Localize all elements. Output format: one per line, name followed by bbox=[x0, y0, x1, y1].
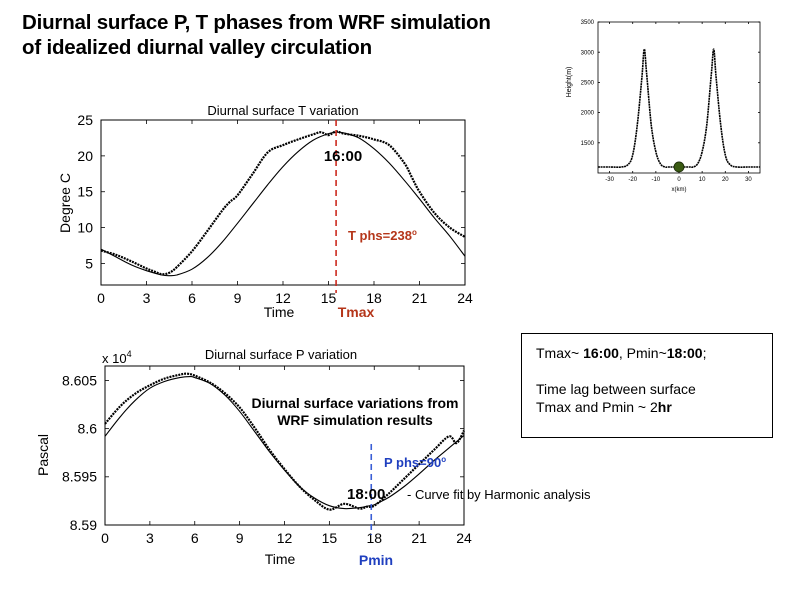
p-x-tick-label: 6 bbox=[191, 530, 199, 546]
slide-title: Diurnal surface P, T phases from WRF sim… bbox=[22, 10, 491, 60]
temperature-chart: Diurnal surface T variation 0 3 6 9 12 15 18 21… bbox=[57, 103, 473, 320]
sim-annotation-line1: Diurnal surface variations from bbox=[252, 395, 459, 411]
h-x-tick-label: 0 bbox=[677, 177, 681, 183]
t-x-tick-label: 21 bbox=[412, 290, 428, 306]
p-y-tick-label: 8.605 bbox=[62, 372, 97, 388]
terrain-profile-line bbox=[598, 48, 760, 169]
t-y-tick-label: 25 bbox=[77, 112, 93, 128]
h-y-tick-label: 2000 bbox=[581, 111, 595, 117]
t-y-tick-label: 5 bbox=[85, 255, 93, 271]
t-x-tick-label: 0 bbox=[97, 290, 105, 306]
summary-line3: Tmax and Pmin ~ 2hr bbox=[536, 399, 672, 415]
p-x-tick-label: 0 bbox=[101, 530, 109, 546]
t-x-tick-label: 15 bbox=[321, 290, 337, 306]
t-x-tick-label: 3 bbox=[143, 290, 151, 306]
summary-line2: Time lag between surface bbox=[536, 381, 696, 397]
harmonic-fit-label: - Curve fit by Harmonic analysis bbox=[407, 487, 591, 502]
pressure-y-tick-labels: 8.59 8.595 8.6 8.605 bbox=[62, 372, 97, 533]
summary-line1: Tmax~ 16:00, Pmin~18:00; bbox=[536, 345, 707, 361]
t-x-tick-label: 18 bbox=[366, 290, 382, 306]
p-x-tick-label: 15 bbox=[322, 530, 338, 546]
p-x-tick-label: 18 bbox=[366, 530, 382, 546]
pressure-chart-title: Diurnal surface P variation bbox=[205, 347, 357, 362]
p-x-tick-label: 12 bbox=[277, 530, 293, 546]
terrain-y-axis-label: Height(m) bbox=[566, 67, 573, 98]
terrain-axis-ticks bbox=[598, 21, 760, 173]
h-y-tick-label: 1500 bbox=[581, 141, 595, 147]
terrain-x-axis-label: x(km) bbox=[672, 187, 687, 193]
slide-title-line1: Diurnal surface P, T phases from WRF sim… bbox=[22, 11, 491, 34]
t-y-tick-label: 15 bbox=[77, 184, 93, 200]
temperature-chart-title: Diurnal surface T variation bbox=[207, 103, 358, 118]
t-y-tick-label: 20 bbox=[77, 148, 93, 164]
h-x-tick-label: -20 bbox=[628, 177, 637, 183]
pressure-scale-label: x 104 bbox=[102, 349, 132, 366]
valley-center-marker bbox=[673, 161, 685, 173]
pressure-axis-ticks bbox=[104, 366, 465, 526]
temperature-x-tick-labels: 0 3 6 9 12 15 18 21 24 bbox=[97, 290, 473, 306]
slide-title-line2: of idealized diurnal valley circulation bbox=[22, 36, 372, 59]
tmax-time-label: 16:00 bbox=[324, 148, 362, 165]
temperature-axis-ticks bbox=[100, 119, 466, 285]
h-y-tick-label: 2500 bbox=[581, 81, 595, 87]
pressure-y-axis-label: Pascal bbox=[35, 434, 51, 476]
t-x-tick-label: 6 bbox=[188, 290, 196, 306]
h-x-tick-label: 30 bbox=[745, 177, 752, 183]
terrain-inset: -30 -20 -10 0 10 20 30 1500 2000 2500 3000 3500 x(… bbox=[566, 20, 761, 193]
pressure-x-axis-label: Time bbox=[265, 551, 296, 567]
pressure-fit-line bbox=[104, 376, 465, 510]
t-y-tick-label: 10 bbox=[77, 220, 93, 236]
t-phase-label: T phs=238o bbox=[348, 228, 417, 243]
pressure-x-tick-labels: 0 3 6 9 12 15 18 21 24 bbox=[101, 530, 472, 546]
p-phase-label: P phs=90o bbox=[384, 455, 446, 470]
t-x-tick-label: 9 bbox=[234, 290, 242, 306]
t-x-tick-label: 12 bbox=[275, 290, 291, 306]
terrain-y-tick-labels: 1500 2000 2500 3000 3500 bbox=[581, 20, 595, 147]
h-x-tick-label: -10 bbox=[652, 177, 661, 183]
pmin-time-label: 18:00 bbox=[347, 486, 385, 503]
h-x-tick-label: -30 bbox=[605, 177, 614, 183]
p-y-tick-label: 8.6 bbox=[78, 421, 98, 437]
pressure-sim-line bbox=[104, 372, 465, 511]
tmax-axis-label: Tmax bbox=[338, 304, 375, 320]
p-y-tick-label: 8.59 bbox=[70, 517, 97, 533]
sim-annotation-line2: WRF simulation results bbox=[277, 412, 433, 428]
terrain-plot-frame bbox=[597, 21, 761, 174]
h-y-tick-label: 3500 bbox=[581, 20, 595, 26]
p-x-tick-label: 9 bbox=[236, 530, 244, 546]
p-x-tick-label: 21 bbox=[411, 530, 427, 546]
p-y-tick-label: 8.595 bbox=[62, 469, 97, 485]
temperature-fit-line bbox=[100, 131, 466, 277]
t-x-tick-label: 24 bbox=[457, 290, 473, 306]
pressure-chart: Diurnal surface P variation x 104 0 3 6 9 12… bbox=[35, 347, 591, 568]
h-x-tick-label: 20 bbox=[722, 177, 729, 183]
temperature-y-tick-labels: 5 10 15 20 25 bbox=[77, 112, 93, 271]
p-x-tick-label: 24 bbox=[456, 530, 472, 546]
temperature-y-axis-label: Degree C bbox=[57, 173, 73, 233]
pmin-axis-label: Pmin bbox=[359, 552, 393, 568]
temperature-x-axis-label: Time bbox=[264, 304, 295, 320]
temperature-sim-line bbox=[100, 130, 466, 276]
h-x-tick-label: 10 bbox=[699, 177, 706, 183]
p-x-tick-label: 3 bbox=[146, 530, 154, 546]
summary-box: Tmax~ 16:00, Pmin~18:00; Time lag betwee… bbox=[521, 333, 773, 438]
h-y-tick-label: 3000 bbox=[581, 50, 595, 56]
terrain-x-tick-labels: -30 -20 -10 0 10 20 30 bbox=[605, 177, 752, 183]
